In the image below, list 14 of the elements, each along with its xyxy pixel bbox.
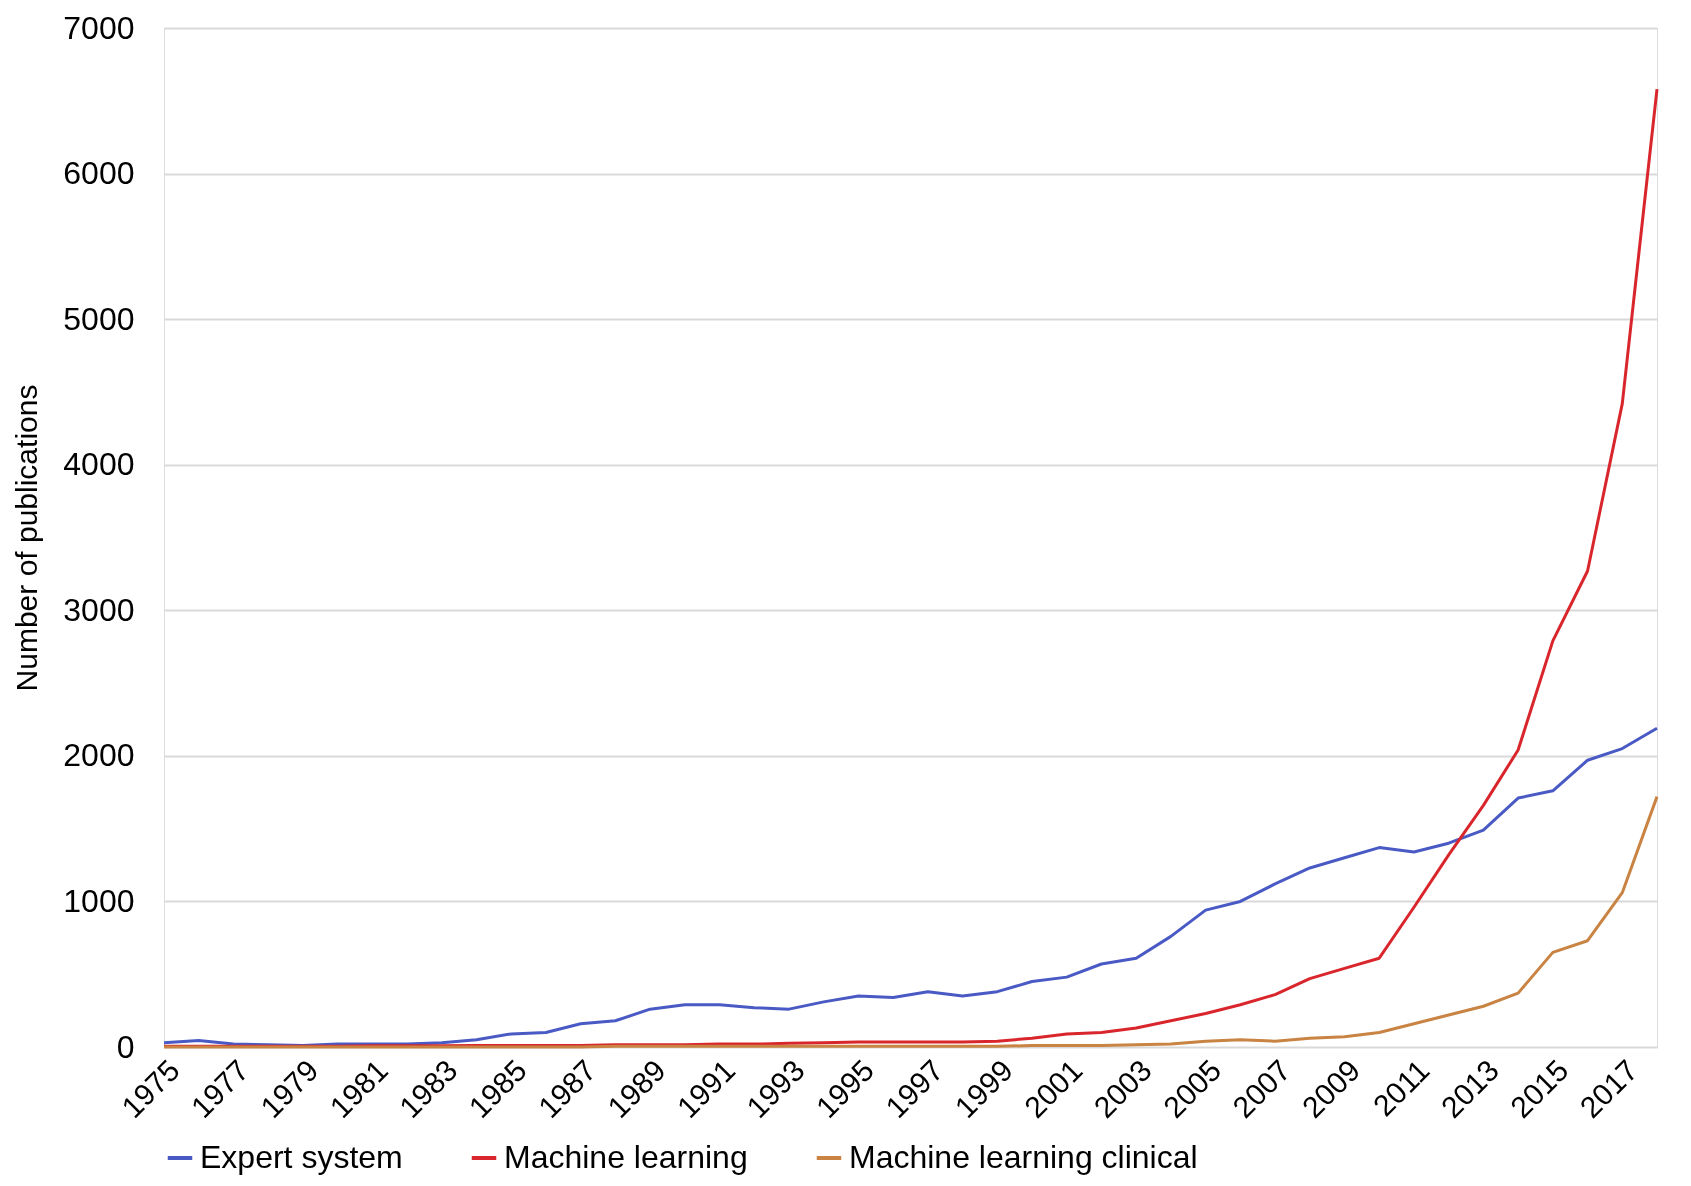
y-tick-label: 0 <box>116 1028 135 1065</box>
y-tick-label: 3000 <box>63 591 135 628</box>
y-tick-label: 6000 <box>63 155 135 192</box>
y-tick-label: 2000 <box>63 737 135 774</box>
y-tick-label: 1000 <box>63 882 135 919</box>
y-tick-label: 7000 <box>63 9 135 46</box>
legend-label: Machine learning clinical <box>849 1139 1198 1175</box>
line-series <box>162 795 1659 1049</box>
legend-label: Machine learning <box>504 1139 748 1175</box>
line-series <box>162 726 1659 1048</box>
y-tick-label: 5000 <box>63 300 135 337</box>
y-axis-title: Number of publications <box>10 384 44 692</box>
y-tick-label: 4000 <box>63 446 135 483</box>
legend-label: Expert system <box>200 1139 403 1175</box>
